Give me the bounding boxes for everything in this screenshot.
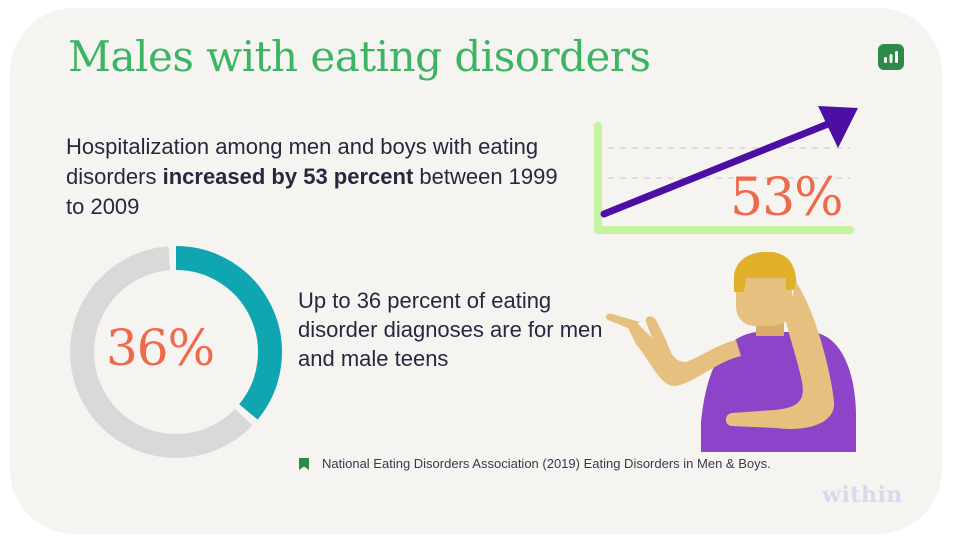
hospitalization-stat-text: Hospitalization among men and boys with … (66, 134, 558, 219)
trend-chart (594, 106, 858, 234)
hospitalization-percent: 53% (730, 168, 844, 228)
hospitalization-emphasis: increased by 53 percent (162, 164, 414, 189)
chart-axis (594, 122, 854, 234)
bookmark-icon (299, 457, 309, 470)
diagnoses-percent: 36% (106, 319, 215, 377)
diagnoses-stat-text: Up to 36 percent of eating disorder diag… (298, 288, 603, 371)
within-logo: within (822, 482, 903, 508)
source-citation: National Eating Disorders Association (2… (298, 456, 771, 471)
diagnoses-donut-chart (70, 246, 282, 458)
donut-track (70, 246, 282, 458)
source-text: National Eating Disorders Association (2… (322, 456, 771, 471)
pointing-person-illustration (606, 252, 856, 452)
chart-badge-icon (878, 44, 904, 70)
donut-segment (175, 246, 282, 420)
trend-arrow-icon (600, 106, 858, 218)
page-title: Males with eating disorders (68, 32, 651, 81)
infographic-card: Males with eating disorders Hospitalizat… (10, 8, 942, 534)
